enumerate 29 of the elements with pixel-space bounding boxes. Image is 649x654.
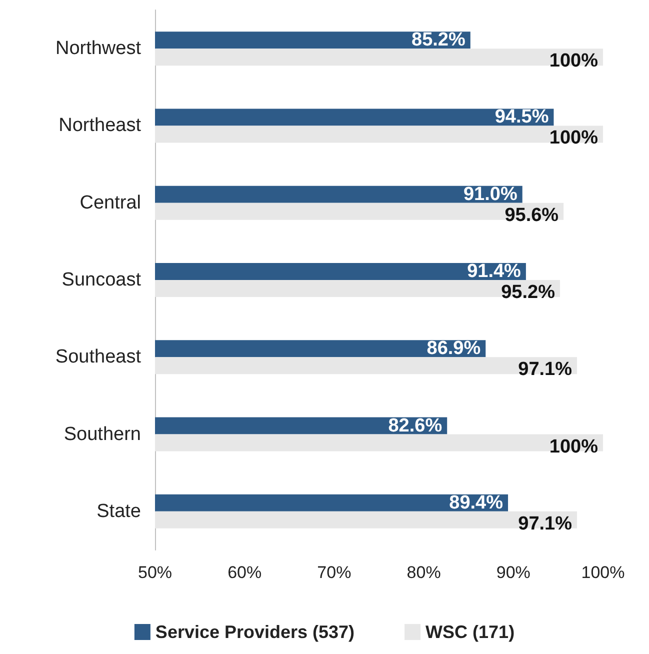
data-label: 91.4% — [467, 261, 522, 282]
data-label: 82.6% — [388, 415, 442, 436]
data-label: 94.5% — [494, 106, 549, 128]
y-tick-label: Southern — [64, 424, 141, 445]
x-tick-label: 70% — [317, 563, 352, 582]
x-tick-label: 100% — [581, 563, 625, 582]
x-tick-label: 50% — [138, 563, 172, 582]
y-tick-label: State — [96, 500, 141, 522]
y-tick-label: Suncoast — [62, 270, 142, 290]
data-label: 100% — [549, 50, 598, 72]
data-label: 95.2% — [501, 282, 556, 303]
legend-label: WSC (171) — [426, 622, 515, 642]
y-tick-label: Southeast — [55, 346, 142, 368]
data-label: 86.9% — [426, 338, 481, 360]
data-label: 85.2% — [412, 30, 466, 51]
x-tick-label: 80% — [406, 563, 441, 582]
legend-label: Service Providers (537) — [155, 622, 355, 642]
data-label: 95.6% — [504, 204, 559, 226]
data-label: 97.1% — [518, 513, 572, 534]
y-tick-label: Northeast — [58, 115, 142, 136]
data-label: 91.0% — [463, 184, 518, 205]
y-tick-label: Northwest — [55, 38, 142, 60]
data-label: 97.1% — [518, 359, 572, 380]
y-tick-label: Central — [80, 192, 141, 214]
data-label: 100% — [549, 436, 598, 458]
x-tick-label: 90% — [496, 563, 530, 582]
x-tick-label: 60% — [228, 563, 262, 582]
data-label: 89.4% — [449, 492, 504, 514]
data-label: 100% — [549, 128, 598, 149]
